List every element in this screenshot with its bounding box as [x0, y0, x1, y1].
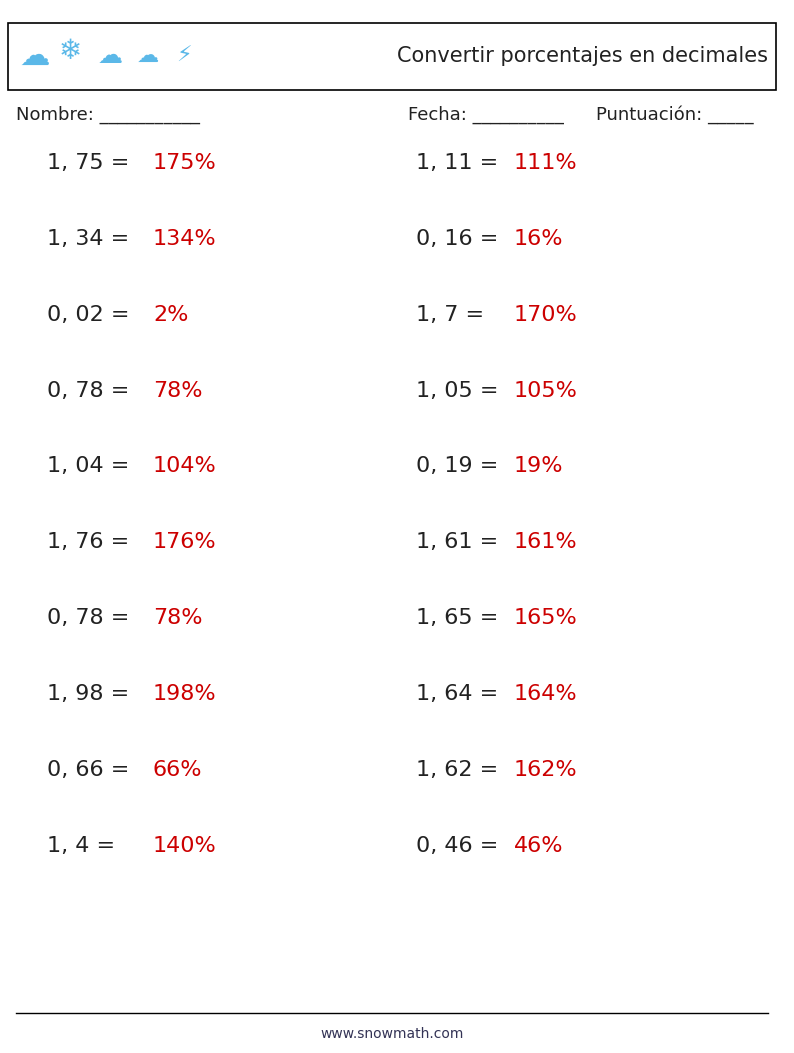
Text: ☁: ☁ [137, 46, 160, 66]
Text: 0, 78 =: 0, 78 = [47, 381, 137, 400]
FancyBboxPatch shape [8, 23, 777, 90]
Text: 0, 02 =: 0, 02 = [47, 305, 137, 324]
Text: 164%: 164% [514, 684, 577, 703]
Text: 1, 04 =: 1, 04 = [47, 457, 137, 476]
Text: 1, 76 =: 1, 76 = [47, 533, 137, 552]
Text: 16%: 16% [514, 230, 563, 249]
Text: 19%: 19% [514, 457, 563, 476]
Text: 1, 75 =: 1, 75 = [47, 154, 137, 173]
Text: 1, 7 =: 1, 7 = [415, 305, 491, 324]
Text: Nombre: ___________: Nombre: ___________ [16, 105, 199, 123]
Text: Puntuación: _____: Puntuación: _____ [596, 105, 754, 124]
Text: 46%: 46% [514, 836, 563, 855]
Text: 0, 46 =: 0, 46 = [415, 836, 505, 855]
Text: 78%: 78% [153, 381, 202, 400]
Text: 1, 61 =: 1, 61 = [415, 533, 505, 552]
Text: ⚡: ⚡ [176, 46, 192, 66]
Text: 0, 19 =: 0, 19 = [415, 457, 505, 476]
Text: 2%: 2% [153, 305, 188, 324]
Text: 161%: 161% [514, 533, 577, 552]
Text: 1, 34 =: 1, 34 = [47, 230, 137, 249]
Text: ☁: ☁ [20, 42, 50, 71]
Text: www.snowmath.com: www.snowmath.com [320, 1027, 464, 1041]
Text: 1, 62 =: 1, 62 = [415, 760, 505, 779]
Text: 1, 4 =: 1, 4 = [47, 836, 122, 855]
Text: 175%: 175% [153, 154, 217, 173]
Text: 1, 98 =: 1, 98 = [47, 684, 137, 703]
Text: 1, 05 =: 1, 05 = [415, 381, 505, 400]
Text: 165%: 165% [514, 609, 577, 628]
Text: 111%: 111% [514, 154, 577, 173]
Text: ❄: ❄ [59, 37, 82, 65]
Text: Convertir porcentajes en decimales: Convertir porcentajes en decimales [397, 46, 769, 66]
Text: ☁: ☁ [98, 44, 123, 68]
Text: 66%: 66% [153, 760, 202, 779]
Text: 170%: 170% [514, 305, 577, 324]
Text: 104%: 104% [153, 457, 217, 476]
Text: 176%: 176% [153, 533, 217, 552]
Text: 105%: 105% [514, 381, 577, 400]
Text: Fecha: __________: Fecha: __________ [407, 105, 564, 123]
Text: 1, 64 =: 1, 64 = [415, 684, 505, 703]
Text: 78%: 78% [153, 609, 202, 628]
Text: 198%: 198% [153, 684, 217, 703]
Text: 162%: 162% [514, 760, 577, 779]
Text: 1, 65 =: 1, 65 = [415, 609, 505, 628]
Text: 0, 78 =: 0, 78 = [47, 609, 137, 628]
Text: 0, 16 =: 0, 16 = [415, 230, 505, 249]
Text: 134%: 134% [153, 230, 217, 249]
Text: 1, 11 =: 1, 11 = [415, 154, 505, 173]
Text: 0, 66 =: 0, 66 = [47, 760, 137, 779]
Text: 140%: 140% [153, 836, 217, 855]
